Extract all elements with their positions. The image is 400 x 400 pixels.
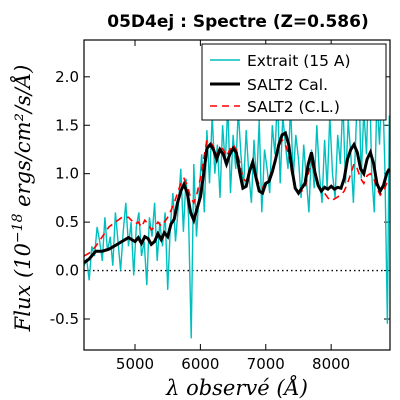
y-axis-label-base: Flux (10 [11,243,35,332]
legend: Extrait (15 A) SALT2 Cal. SALT2 (C.L.) [201,43,387,121]
legend-label-salt2-cl: SALT2 (C.L.) [247,98,340,116]
y-tick-label: 0.5 [55,213,79,231]
series-salt2-cal-line [84,130,390,264]
chart-title: 05D4ej : Spectre (Z=0.586) [107,12,368,32]
y-tick-label: -0.5 [50,310,79,328]
plot-area [84,57,390,339]
y-tick-label: 1.5 [55,116,79,134]
y-axis-label: Flux (10−18 ergs/cm²/s/Å) [10,65,35,333]
y-axis-label-units: ergs/cm²/s/Å) [10,65,35,214]
y-axis-label-exponent: −18 [10,213,26,243]
x-tick-label: 7000 [247,355,285,373]
legend-label-extrait: Extrait (15 A) [247,52,351,70]
legend-box [201,43,387,121]
legend-label-salt2-cal: SALT2 Cal. [247,76,328,94]
series-extrait-line [84,57,390,339]
x-tick-label: 8000 [312,355,350,373]
x-tick-label: 6000 [181,355,219,373]
x-axis-label: λ observé (Å) [165,375,308,400]
plot-frame [83,39,391,351]
x-axis-ticks: 5000 6000 7000 8000 [116,40,350,373]
x-tick-label: 5000 [116,355,154,373]
y-tick-label: 2.0 [55,68,79,86]
y-tick-label: 1.0 [55,165,79,183]
y-tick-label: 0.0 [55,262,79,280]
